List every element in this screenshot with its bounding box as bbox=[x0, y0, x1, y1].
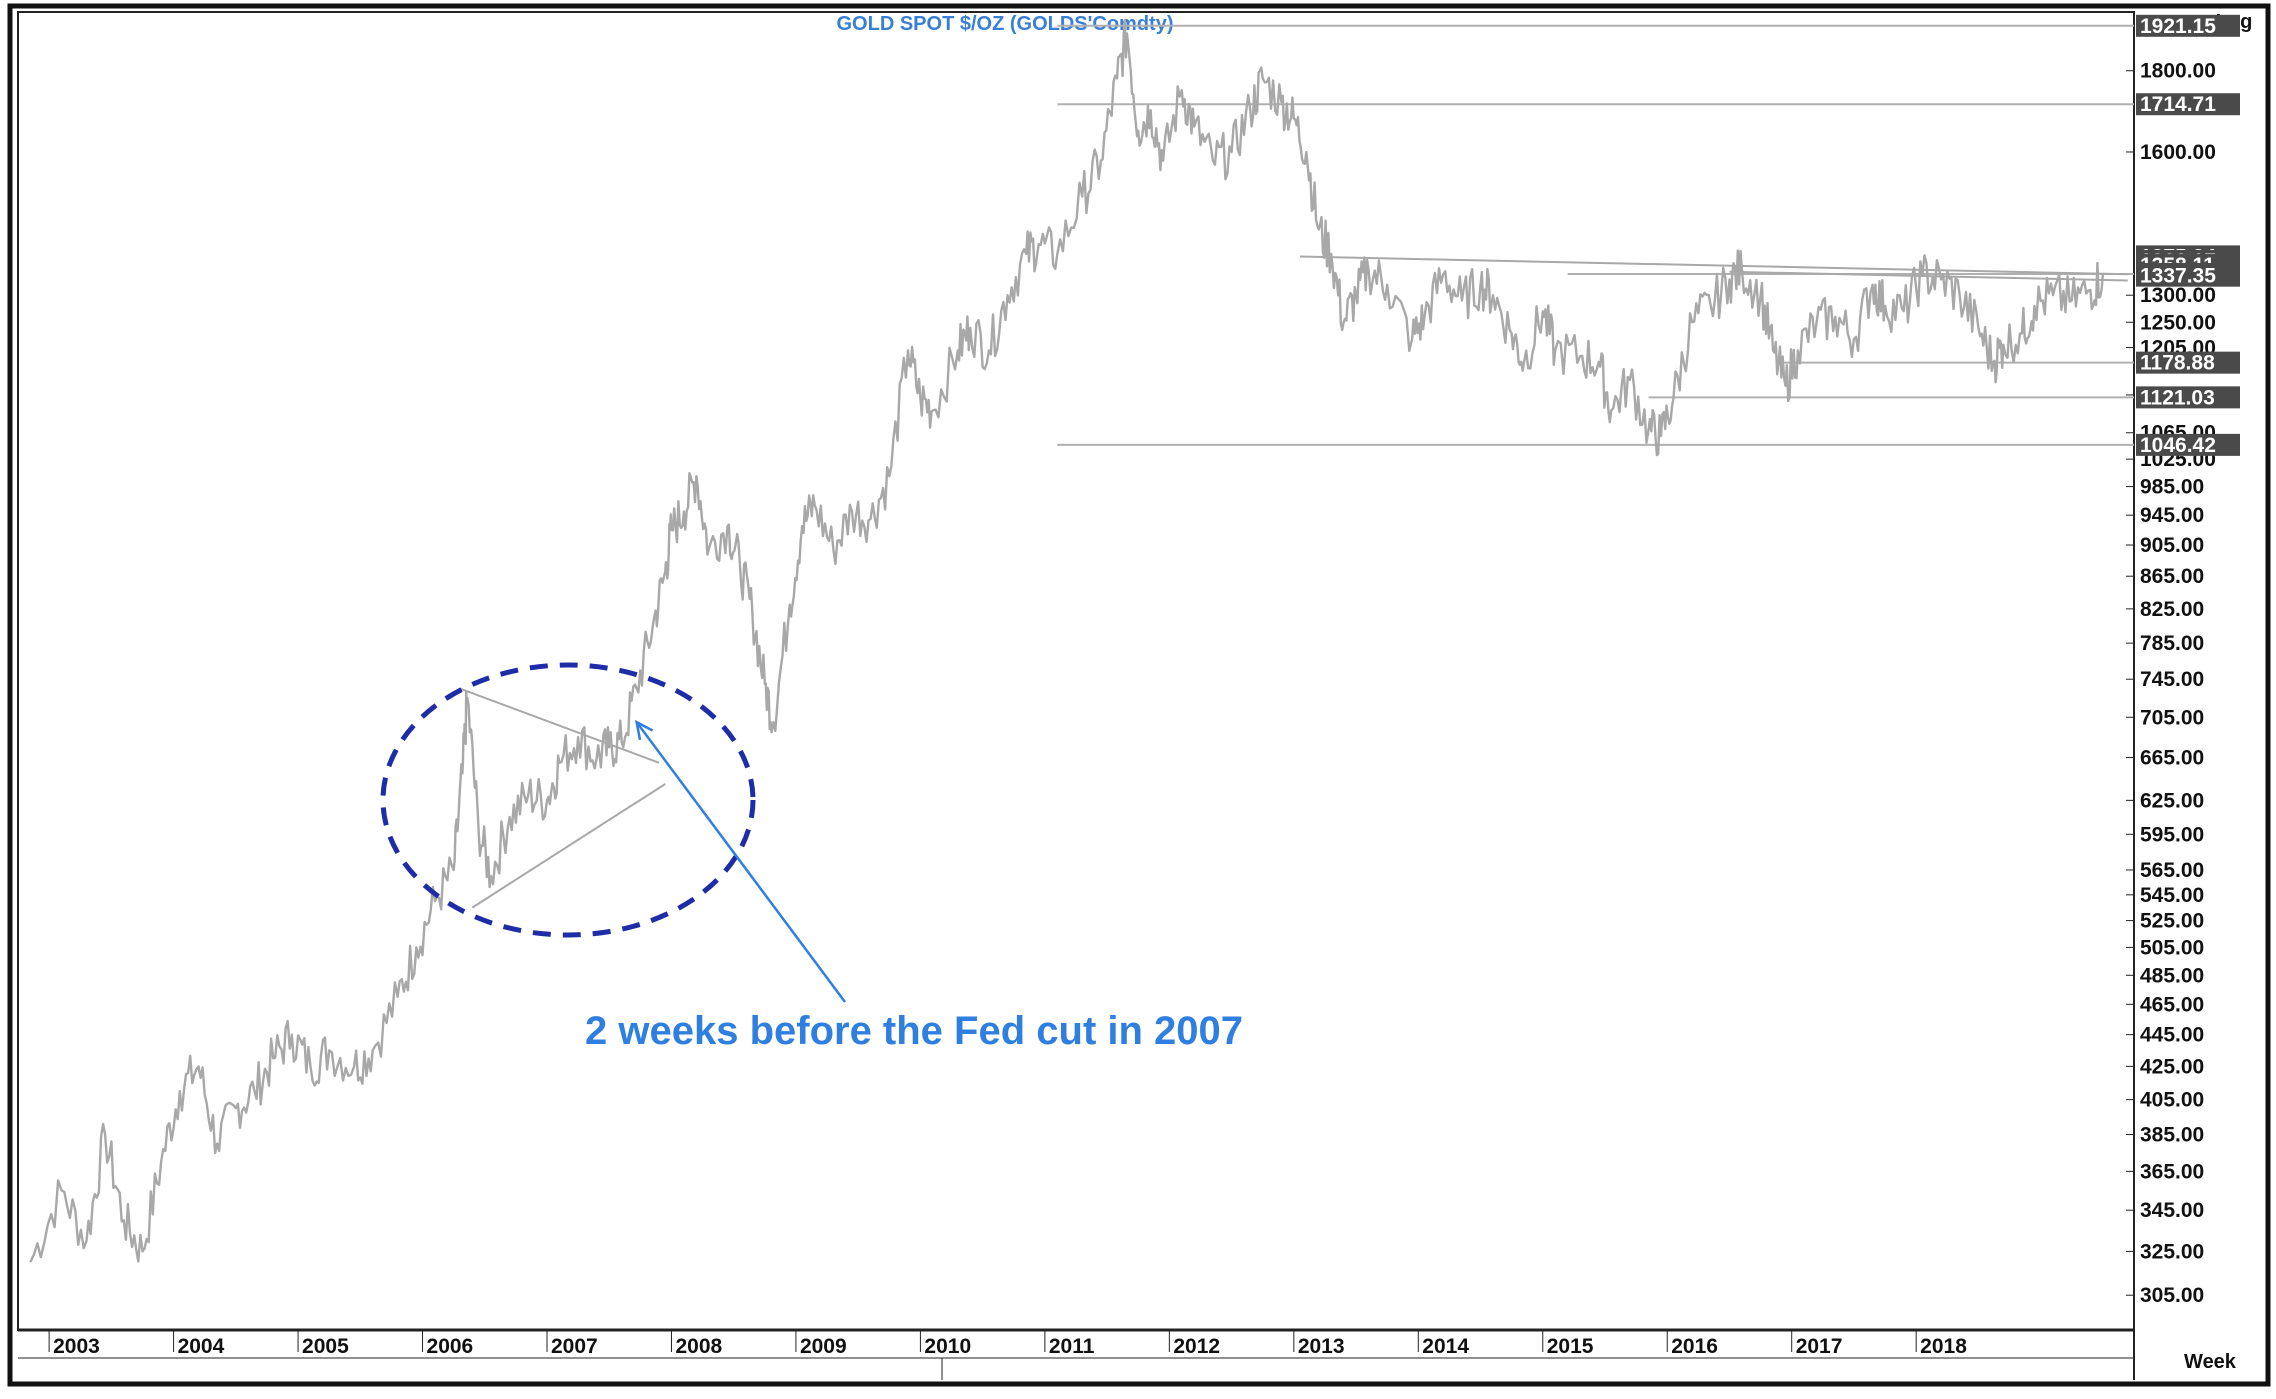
level-tag-bg-1 bbox=[2136, 93, 2240, 116]
x-tick-label-2015: 2015 bbox=[1547, 1335, 1594, 1358]
x-tick-label-2009: 2009 bbox=[800, 1335, 847, 1358]
trendline-3 bbox=[1729, 270, 2128, 282]
y-tick-label-12: 545.00 bbox=[2140, 884, 2204, 907]
level-tag-0: 1921.15 bbox=[2140, 15, 2216, 38]
y-tick-label-0: 305.00 bbox=[2140, 1284, 2204, 1307]
y-tick-label-20: 825.00 bbox=[2140, 598, 2204, 621]
level-tag-6: 1337.35 bbox=[2140, 265, 2216, 288]
y-tick-label-15: 625.00 bbox=[2140, 789, 2204, 812]
x-axis-ticks: 2003 2004 2005 2006 2007 2008 2009 2010 2011 2012… bbox=[48, 1330, 1967, 1358]
x-tick-label-2017: 2017 bbox=[1796, 1335, 1843, 1358]
x-tick-label-2013: 2013 bbox=[1298, 1335, 1345, 1358]
y-tick-label-18: 745.00 bbox=[2140, 668, 2204, 691]
annotation-label: 2 weeks before the Fed cut in 2007 bbox=[585, 1009, 1243, 1053]
annotation-arrow-shaft bbox=[635, 721, 847, 1003]
price-series bbox=[29, 18, 2105, 1263]
x-tick-label-2003: 2003 bbox=[53, 1335, 100, 1358]
y-tick-label-8: 465.00 bbox=[2140, 993, 2204, 1016]
annotation-arrow-head bbox=[634, 719, 654, 741]
level-tag-1: 1714.71 bbox=[2140, 93, 2216, 116]
highlight-ellipse bbox=[380, 662, 756, 938]
level-tag-bg-7 bbox=[2136, 351, 2240, 374]
price-level-tags: 1921.151714.711375.241366.171358.111340.… bbox=[2136, 14, 2240, 457]
level-tag-9: 1046.42 bbox=[2140, 434, 2216, 457]
x-tick-label-2008: 2008 bbox=[675, 1335, 722, 1358]
y-tick-label-4: 385.00 bbox=[2140, 1124, 2204, 1147]
x-tick-label-2011: 2011 bbox=[1049, 1335, 1095, 1358]
level-tag-bg-6 bbox=[2136, 264, 2240, 287]
y-tick-label-22: 905.00 bbox=[2140, 534, 2204, 557]
trendline-0 bbox=[459, 687, 660, 764]
y-tick-label-5: 405.00 bbox=[2140, 1089, 2204, 1112]
level-tag-7: 1178.88 bbox=[2140, 352, 2215, 375]
x-tick-label-2010: 2010 bbox=[924, 1335, 971, 1358]
y-tick-label-29: 1250.00 bbox=[2140, 311, 2216, 334]
x-tick-label-2007: 2007 bbox=[551, 1335, 598, 1358]
y-tick-label-16: 665.00 bbox=[2140, 747, 2204, 770]
chart-frame bbox=[7, 3, 2271, 1387]
y-tick-label-9: 485.00 bbox=[2140, 964, 2204, 987]
y-tick-label-23: 945.00 bbox=[2140, 504, 2204, 527]
frequency-label: Week bbox=[2184, 1351, 2237, 1373]
y-tick-label-3: 365.00 bbox=[2140, 1160, 2204, 1183]
y-tick-label-2: 345.00 bbox=[2140, 1199, 2204, 1222]
level-tag-bg-9 bbox=[2136, 433, 2240, 456]
chart-title: GOLD SPOT $/OZ (GOLDS'Comdty) bbox=[837, 13, 1174, 35]
y-tick-label-1: 325.00 bbox=[2140, 1240, 2204, 1263]
y-tick-label-14: 595.00 bbox=[2140, 823, 2204, 846]
level-tag-8: 1121.03 bbox=[2140, 386, 2215, 409]
y-tick-label-21: 865.00 bbox=[2140, 565, 2204, 588]
x-tick-label-2018: 2018 bbox=[1920, 1335, 1967, 1358]
x-tick-label-2016: 2016 bbox=[1671, 1335, 1718, 1358]
trendline-1 bbox=[471, 783, 666, 909]
x-tick-label-2005: 2005 bbox=[302, 1335, 349, 1358]
y-tick-label-7: 445.00 bbox=[2140, 1024, 2204, 1047]
level-tag-bg-0 bbox=[2136, 14, 2240, 37]
y-tick-label-31: 1600.00 bbox=[2140, 141, 2216, 164]
level-tag-bg-8 bbox=[2136, 386, 2240, 409]
annotation-group: 2 weeks before the Fed cut in 2007 bbox=[380, 662, 1243, 1053]
y-tick-label-11: 525.00 bbox=[2140, 910, 2204, 933]
trendline-2 bbox=[1300, 255, 2128, 276]
y-tick-label-17: 705.00 bbox=[2140, 706, 2204, 729]
y-tick-label-32: 1800.00 bbox=[2140, 60, 2216, 83]
x-tick-label-2004: 2004 bbox=[178, 1335, 225, 1358]
series-line-0 bbox=[29, 18, 2105, 1263]
y-tick-label-19: 785.00 bbox=[2140, 632, 2204, 655]
trendlines bbox=[459, 255, 2128, 909]
y-tick-label-13: 565.00 bbox=[2140, 859, 2204, 882]
y-tick-label-24: 985.00 bbox=[2140, 476, 2204, 499]
y-tick-label-6: 425.00 bbox=[2140, 1055, 2204, 1078]
x-tick-label-2006: 2006 bbox=[427, 1335, 474, 1358]
x-tick-label-2012: 2012 bbox=[1173, 1335, 1220, 1358]
y-tick-label-30: 1300.00 bbox=[2140, 284, 2216, 307]
x-tick-label-2014: 2014 bbox=[1422, 1335, 1469, 1358]
y-tick-label-10: 505.00 bbox=[2140, 936, 2204, 959]
